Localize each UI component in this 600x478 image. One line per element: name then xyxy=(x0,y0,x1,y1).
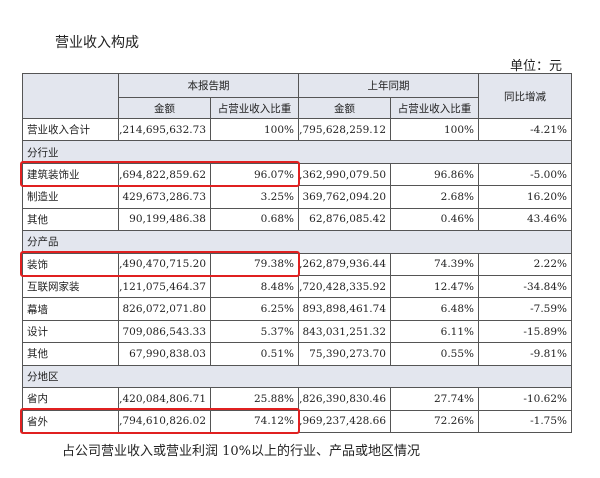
table-cell: 制造业 xyxy=(23,186,119,209)
header-cell: 金额 xyxy=(299,98,391,119)
table-cell: 0.68% xyxy=(211,208,299,232)
table-cell: 16.20% xyxy=(479,186,572,209)
table-cell: 25.88% xyxy=(211,388,299,411)
table: 本报告期上年同期同比增减金额占营业收入比重金额占营业收入比重营业收入合计13,2… xyxy=(22,73,572,433)
table-cell: 3.25% xyxy=(211,186,299,209)
unit: 单位：元 xyxy=(510,59,563,74)
table-cell: 0.46% xyxy=(391,208,479,232)
table-cell: -1.75% xyxy=(479,410,572,433)
table-cell: 0.55% xyxy=(391,343,479,366)
header-cell: 本报告期 xyxy=(119,74,299,98)
table-cell: 27.74% xyxy=(391,388,479,411)
table-cell: 5.37% xyxy=(211,320,299,344)
table-cell: 互联网家装 xyxy=(23,276,119,299)
table-cell: 1,720,428,335.92 xyxy=(299,276,391,299)
table-cell: -15.89% xyxy=(479,320,572,344)
table-cell: 6.11% xyxy=(391,320,479,344)
table-cell: 75,390,273.70 xyxy=(299,343,391,366)
header-cell: 上年同期 xyxy=(299,74,479,98)
table-cell: 826,072,071.80 xyxy=(119,298,211,321)
header-cell xyxy=(23,74,119,119)
table-cell: 12.47% xyxy=(391,276,479,299)
table-cell: 10,262,879,936.44 xyxy=(299,253,391,276)
table-cell: 62,876,085.42 xyxy=(299,208,391,232)
header-cell: 占营业收入比重 xyxy=(391,98,479,119)
table-cell: 3,826,390,830.46 xyxy=(299,388,391,411)
table-cell: 893,898,461.74 xyxy=(299,298,391,321)
table-cell: -10.62% xyxy=(479,388,572,411)
table-cell: 67,990,838.03 xyxy=(119,343,211,366)
table-cell: 429,673,286.73 xyxy=(119,186,211,209)
table-cell: 369,762,094.20 xyxy=(299,186,391,209)
table-cell: 13,214,695,632.73 xyxy=(119,119,211,142)
table-cell: 9,969,237,428.66 xyxy=(299,410,391,433)
table-cell: 43.46% xyxy=(479,208,572,232)
highlight-box xyxy=(20,250,300,277)
table-cell: 90,199,486.38 xyxy=(119,208,211,232)
table-cell: 幕墙 xyxy=(23,298,119,321)
table-cell: 设计 xyxy=(23,320,119,344)
table-cell: 74.39% xyxy=(391,253,479,276)
table-cell: 709,086,543.33 xyxy=(119,320,211,344)
table-cell: -4.21% xyxy=(479,119,572,142)
table-cell: 13,795,628,259.12 xyxy=(299,119,391,142)
footer: 占公司营业收入或营业利润 10%以上的行业、产品或地区情况 xyxy=(62,444,421,459)
table-cell: 6.25% xyxy=(211,298,299,321)
table-cell: 2.22% xyxy=(479,253,572,276)
table-cell: 其他 xyxy=(23,343,119,366)
table-cell: 1,121,075,464.37 xyxy=(119,276,211,299)
section-row: 分地区 xyxy=(23,365,572,389)
table-cell: -7.59% xyxy=(479,298,572,321)
table-cell: 100% xyxy=(211,119,299,142)
table-cell: 3,420,084,806.71 xyxy=(119,388,211,411)
title: 营业收入构成 xyxy=(55,35,139,51)
table-cell: -9.81% xyxy=(479,343,572,366)
table-cell: 843,031,251.32 xyxy=(299,320,391,344)
table-cell: 72.26% xyxy=(391,410,479,433)
table-cell: 营业收入合计 xyxy=(23,119,119,142)
header-cell: 占营业收入比重 xyxy=(211,98,299,119)
table-cell: 省内 xyxy=(23,388,119,411)
header-cell: 金额 xyxy=(119,98,211,119)
table-cell: -5.00% xyxy=(479,163,572,187)
highlight-box xyxy=(20,407,300,434)
table-cell: 其他 xyxy=(23,208,119,232)
table-cell: 96.86% xyxy=(391,163,479,187)
highlight-box xyxy=(20,160,300,188)
table-cell: 0.51% xyxy=(211,343,299,366)
table-cell: 8.48% xyxy=(211,276,299,299)
table-cell: 2.68% xyxy=(391,186,479,209)
table-cell: -34.84% xyxy=(479,276,572,299)
table-cell: 100% xyxy=(391,119,479,142)
table-cell: 13,362,990,079.50 xyxy=(299,163,391,187)
header-cell: 同比增减 xyxy=(479,74,572,119)
table-cell: 6.48% xyxy=(391,298,479,321)
